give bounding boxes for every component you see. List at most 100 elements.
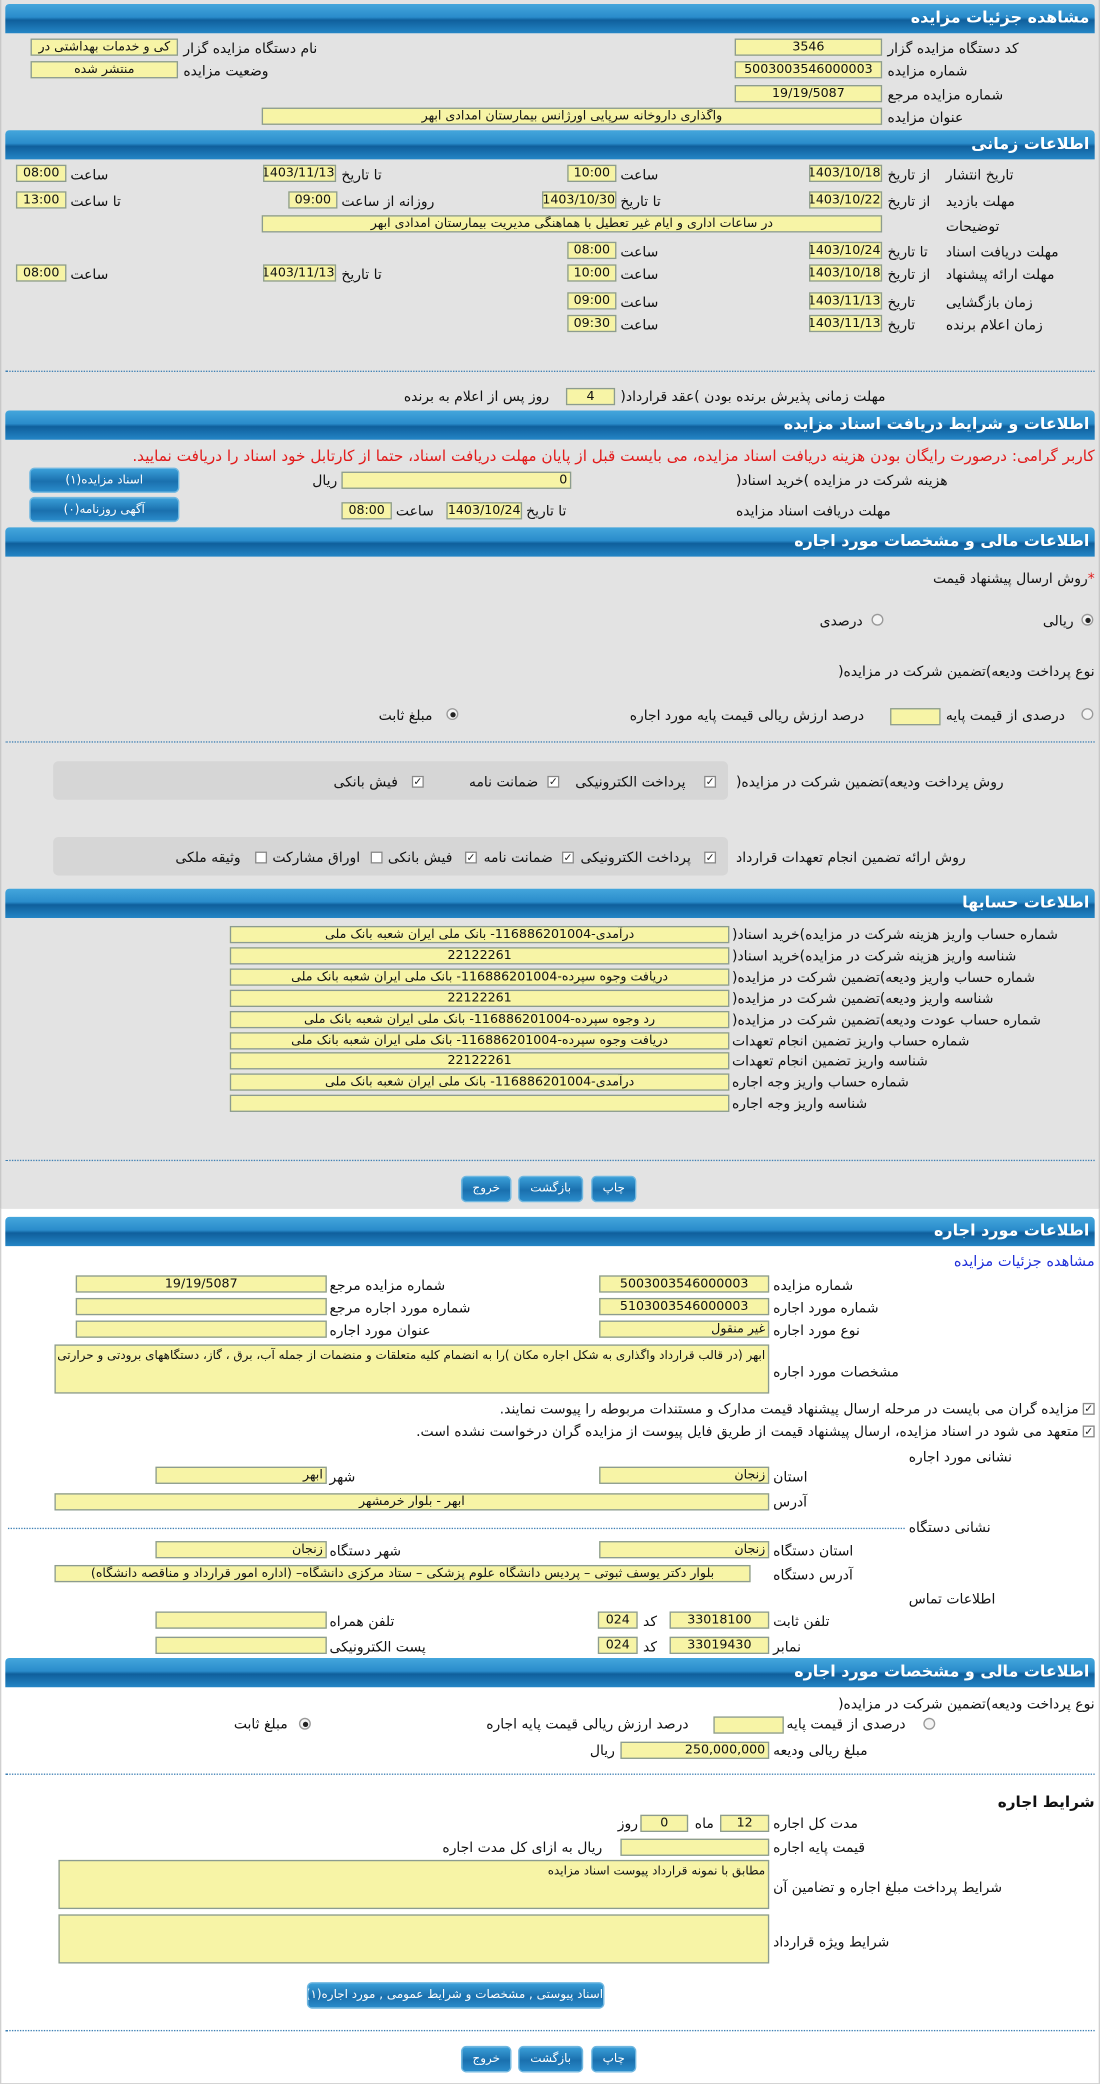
notes-field[interactable]: در ساعات اداری و ایام غیر تعطیل با هماهن…	[261, 215, 883, 233]
print-button[interactable]: چاپ	[591, 2045, 637, 2073]
account-row-field[interactable]: 22122261	[229, 947, 730, 965]
ref-number-field[interactable]: 19/19/5087	[734, 85, 883, 103]
visit-to-date[interactable]: 1403/10/30	[542, 191, 617, 209]
account-row-field[interactable]: دریافت وجوه سپرده-116886201004- بانک ملی…	[229, 1032, 730, 1050]
opening-time[interactable]: 09:00	[567, 292, 617, 310]
deposit-guarantee-checkbox[interactable]: ✓	[547, 775, 560, 788]
confirm-attachments-checkbox[interactable]: ✓	[1082, 1402, 1095, 1415]
payment-terms-textarea[interactable]: مطابق با نمونه قرارداد پیوست اسناد مزاید…	[58, 1859, 770, 1910]
deposit-bank-receipt-checkbox[interactable]: ✓	[411, 775, 424, 788]
back-button[interactable]: بازگشت	[518, 2045, 584, 2073]
account-row-field[interactable]	[229, 1094, 730, 1112]
item-type-field[interactable]: غیر منقول	[599, 1320, 770, 1338]
deposit-type-label: نوع پرداخت ودیعه)تضمین شرکت در مزایده(	[838, 1696, 1095, 1713]
exit-button[interactable]: خروج	[460, 2045, 512, 2073]
lease-deposit-percent-field[interactable]	[713, 1716, 784, 1734]
visit-daily-to[interactable]: 13:00	[15, 191, 67, 209]
acceptance-days-field[interactable]: 4	[565, 387, 616, 406]
auction-ref-field[interactable]: 19/19/5087	[75, 1275, 327, 1293]
lease-deposit-fixed-radio[interactable]	[298, 1717, 311, 1730]
to-date-label: تا تاریخ	[341, 267, 382, 283]
org-address-field[interactable]: بلوار دکتر یوسف ثبوتی – پردیس دانشگاه عل…	[54, 1564, 751, 1583]
item-ref-field[interactable]	[75, 1297, 327, 1316]
guarantee-property-checkbox[interactable]	[255, 851, 268, 864]
price-method-percent-radio[interactable]	[871, 613, 884, 626]
deposit-percent-field[interactable]	[890, 708, 941, 726]
winner-date[interactable]: 1403/11/13	[809, 314, 883, 333]
email-field[interactable]	[155, 1636, 327, 1654]
base-price-field[interactable]	[620, 1838, 770, 1856]
phone-field[interactable]: 33018100	[669, 1611, 770, 1629]
exit-button[interactable]: خروج	[460, 1175, 512, 1203]
duration-months-field[interactable]: 12	[720, 1814, 770, 1833]
org-code-field[interactable]: 3546	[734, 38, 883, 56]
org-city-field[interactable]: زنجان	[155, 1541, 327, 1559]
fax-code-field[interactable]: 024	[597, 1636, 638, 1654]
publish-to-time[interactable]: 08:00	[15, 164, 67, 183]
deposit-electronic-checkbox[interactable]: ✓	[704, 775, 717, 788]
time-label: ساعت	[620, 167, 659, 184]
guarantee-electronic-checkbox[interactable]: ✓	[704, 851, 717, 864]
account-row-field[interactable]: 22122261	[229, 989, 730, 1008]
publish-to-date[interactable]: 1403/11/13	[263, 164, 337, 183]
auction-details-link[interactable]: مشاهده جزئیات مزایده	[953, 1252, 1095, 1271]
auction-number-field[interactable]: 5003003546000003	[599, 1275, 770, 1293]
subject-field[interactable]: واگذاری داروخانه سرپایی اورژانس بیمارستا…	[261, 107, 883, 125]
docs-deadline-date[interactable]: 1403/10/24	[809, 241, 883, 260]
docs-deadline-date[interactable]: 1403/10/24	[446, 502, 523, 520]
account-row-field[interactable]: دریافت وجوه سپرده-116886201004- بانک ملی…	[229, 968, 730, 986]
section-title: مشاهده جزئیات مزایده	[910, 7, 1090, 27]
account-row-field[interactable]: درآمدی-116886201004- بانک ملی ایران شعبه…	[229, 925, 730, 944]
address-field[interactable]: ابهر - بلوار خرمشهر	[54, 1493, 770, 1511]
account-row-field[interactable]: 22122261	[229, 1052, 730, 1070]
opening-date[interactable]: 1403/11/13	[809, 292, 883, 310]
account-row-label: شماره حساب واریز وجه اجاره	[732, 1074, 909, 1091]
print-button[interactable]: چاپ	[591, 1175, 637, 1203]
fee-field[interactable]: 0	[341, 471, 572, 489]
base-price-suffix: ریال به ازای کل مدت اجاره	[442, 1839, 603, 1856]
deposit-percent-radio[interactable]	[1081, 708, 1094, 721]
docs-deadline-time[interactable]: 08:00	[341, 502, 392, 520]
phone-code-field[interactable]: 024	[597, 1611, 638, 1629]
lease-deposit-percent-radio[interactable]	[923, 1717, 936, 1730]
province-field[interactable]: زنجان	[599, 1466, 770, 1484]
docs-deadline-time[interactable]: 08:00	[567, 241, 617, 260]
item-title-field[interactable]	[75, 1320, 327, 1338]
account-row-field[interactable]: رد وجوه سپرده-116886201004- بانک ملی ایر…	[229, 1010, 730, 1029]
org-province-field[interactable]: زنجان	[599, 1541, 770, 1559]
auction-number-field[interactable]: 5003003546000003	[734, 61, 883, 79]
account-row-label: شماره حساب واریز هزینه شرکت در مزایده)خر…	[732, 927, 1058, 944]
price-method-rial-radio[interactable]	[1081, 613, 1094, 626]
offer-from-date[interactable]: 1403/10/18	[809, 264, 883, 282]
mobile-field[interactable]	[155, 1611, 327, 1629]
back-button[interactable]: بازگشت	[518, 1175, 584, 1203]
confirm-no-file-checkbox[interactable]: ✓	[1082, 1425, 1095, 1438]
item-number-field[interactable]: 5103003546000003	[599, 1297, 770, 1316]
deposit-amount-field[interactable]: 250,000,000	[620, 1741, 770, 1759]
offer-to-time[interactable]: 08:00	[15, 264, 67, 282]
guarantee-bank-receipt-checkbox[interactable]: ✓	[464, 851, 477, 864]
city-field[interactable]: ابهر	[155, 1466, 327, 1484]
special-terms-textarea[interactable]	[58, 1914, 770, 1964]
guarantee-bonds-checkbox[interactable]	[370, 851, 383, 864]
offer-from-time[interactable]: 10:00	[567, 264, 617, 282]
newspaper-ad-button[interactable]: آگهی روزنامه(۰)	[29, 496, 180, 523]
guarantee-letter-checkbox[interactable]: ✓	[561, 851, 574, 864]
account-row-label: شناسه واریز ودیعه)تضمین شرکت در مزایده(	[732, 991, 994, 1008]
winner-time[interactable]: 09:30	[567, 314, 617, 333]
auction-documents-button[interactable]: اسناد مزایده(۱)	[29, 467, 180, 493]
item-specs-textarea[interactable]: ابهر (در قالب قرارداد واگذاری به شکل اجا…	[54, 1344, 770, 1394]
visit-from-date[interactable]: 1403/10/22	[809, 191, 883, 209]
duration-days-field[interactable]: 0	[640, 1814, 689, 1833]
status-field[interactable]: منتشر شده	[30, 61, 179, 79]
publish-from-time[interactable]: 10:00	[567, 164, 617, 183]
org-name-field[interactable]: کی و خدمات بهداشتی در	[30, 38, 179, 56]
publish-from-date[interactable]: 1403/10/18	[809, 164, 883, 183]
deposit-fixed-radio[interactable]	[446, 708, 459, 721]
fax-field[interactable]: 33019430	[669, 1636, 770, 1654]
offer-to-date[interactable]: 1403/11/13	[263, 264, 337, 282]
base-price-label: قیمت پایه اجاره	[773, 1839, 865, 1856]
account-row-field[interactable]: درآمدی-116886201004- بانک ملی ایران شعبه…	[229, 1073, 730, 1091]
attachments-button[interactable]: اسناد پیوستی , مشخصات و شرایط عمومی , مو…	[306, 1982, 605, 2009]
visit-daily-from[interactable]: 09:00	[288, 191, 338, 209]
